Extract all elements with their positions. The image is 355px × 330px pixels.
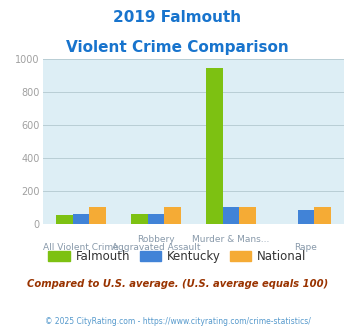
Bar [297,211,314,224]
Legend: Falmouth, Kentucky, National: Falmouth, Kentucky, National [44,245,311,268]
Bar [239,207,256,224]
Text: Aggravated Assault: Aggravated Assault [112,244,200,252]
Bar [89,207,106,224]
Bar [164,207,181,224]
Text: Murder & Mans...: Murder & Mans... [192,235,270,244]
Text: © 2025 CityRating.com - https://www.cityrating.com/crime-statistics/: © 2025 CityRating.com - https://www.city… [45,317,310,326]
Text: Compared to U.S. average. (U.S. average equals 100): Compared to U.S. average. (U.S. average … [27,279,328,289]
Bar [148,214,164,224]
Bar [206,68,223,224]
Text: Robbery: Robbery [137,235,175,244]
Bar [56,215,73,224]
Text: Rape: Rape [294,244,317,252]
Text: Violent Crime Comparison: Violent Crime Comparison [66,40,289,54]
Bar [223,207,239,224]
Bar [314,207,331,224]
Text: All Violent Crime: All Violent Crime [43,244,119,252]
Text: 2019 Falmouth: 2019 Falmouth [114,10,241,25]
Bar [73,214,89,224]
Bar [131,214,148,224]
